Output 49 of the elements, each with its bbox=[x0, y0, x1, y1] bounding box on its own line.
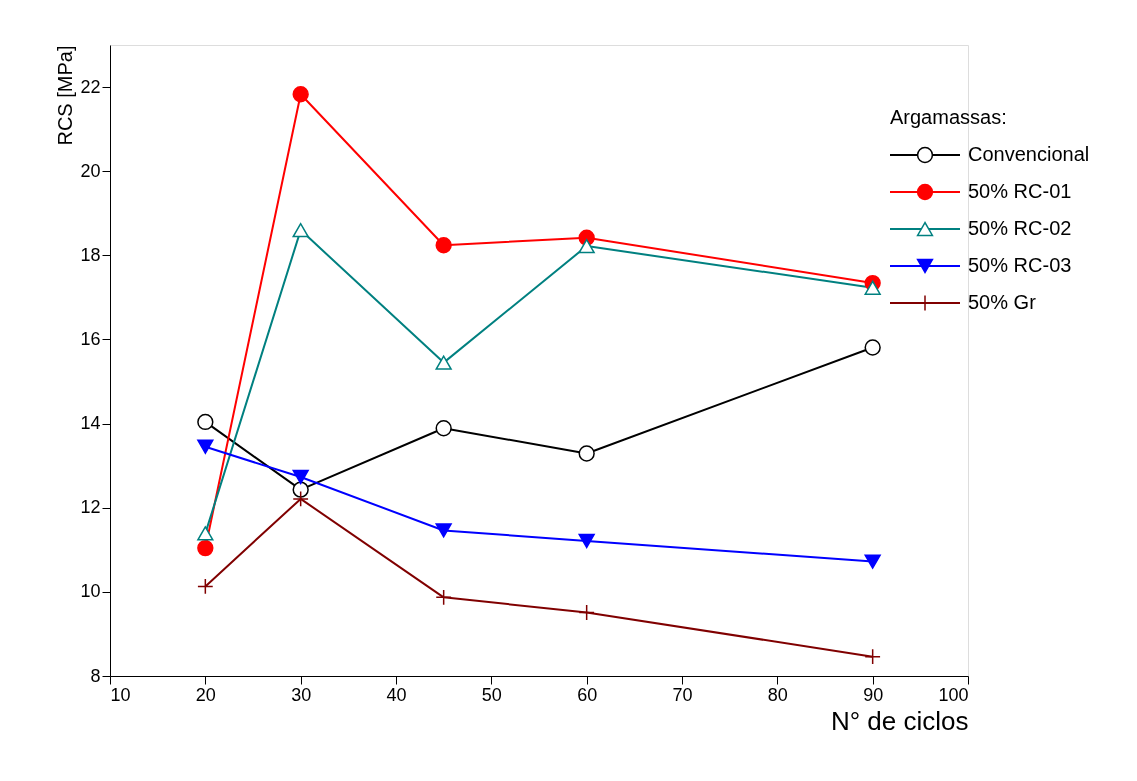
x-tick-label: 10 bbox=[110, 684, 131, 705]
point bbox=[435, 237, 452, 254]
point bbox=[864, 648, 881, 665]
point bbox=[864, 339, 881, 356]
y-tick-label: 22 bbox=[80, 76, 101, 97]
y-tick-label: 20 bbox=[80, 160, 101, 181]
legend-label: Convencional bbox=[968, 143, 1090, 165]
point bbox=[864, 280, 881, 295]
y-tick-label: 8 bbox=[90, 665, 101, 686]
point bbox=[197, 526, 214, 541]
x-tick-label: 30 bbox=[291, 684, 312, 705]
legend-label: 50% RC-02 bbox=[968, 217, 1072, 239]
point bbox=[292, 490, 309, 508]
x-tick-label: 70 bbox=[672, 684, 693, 705]
y-axis-title: RCS [MPa] bbox=[54, 45, 77, 146]
point bbox=[292, 222, 309, 238]
legend-label: 50% RC-03 bbox=[968, 254, 1072, 276]
point bbox=[197, 578, 214, 595]
x-tick-label: 100 bbox=[938, 684, 969, 705]
x-axis-title: N° de ciclos bbox=[830, 705, 969, 736]
y-tick-label: 12 bbox=[80, 497, 101, 518]
point bbox=[578, 445, 595, 462]
point bbox=[578, 238, 595, 254]
point bbox=[197, 539, 214, 557]
point bbox=[292, 86, 309, 103]
legend-label: 50% RC-01 bbox=[968, 180, 1072, 202]
y-tick-label: 10 bbox=[80, 581, 101, 602]
legend-label: 50% Gr bbox=[968, 291, 1037, 313]
point bbox=[292, 481, 309, 498]
point bbox=[197, 439, 214, 454]
point bbox=[578, 604, 595, 621]
x-tick-label: 60 bbox=[577, 684, 598, 705]
point bbox=[435, 420, 452, 437]
y-tick-label: 16 bbox=[80, 328, 101, 349]
x-tick-label: 50 bbox=[481, 684, 502, 705]
point bbox=[197, 413, 214, 431]
x-tick-label: 40 bbox=[386, 684, 407, 705]
x-tick-label: 80 bbox=[767, 684, 788, 705]
point bbox=[864, 554, 881, 569]
x-tick-label: 90 bbox=[863, 684, 884, 705]
y-tick-label: 14 bbox=[80, 413, 101, 434]
legend-title: Argamassas: bbox=[890, 106, 1007, 128]
point bbox=[435, 523, 452, 538]
point bbox=[578, 533, 595, 549]
point bbox=[435, 589, 452, 606]
x-tick-label: 20 bbox=[195, 684, 216, 705]
point bbox=[292, 469, 309, 485]
y-tick-label: 18 bbox=[80, 244, 101, 265]
point bbox=[435, 355, 452, 370]
